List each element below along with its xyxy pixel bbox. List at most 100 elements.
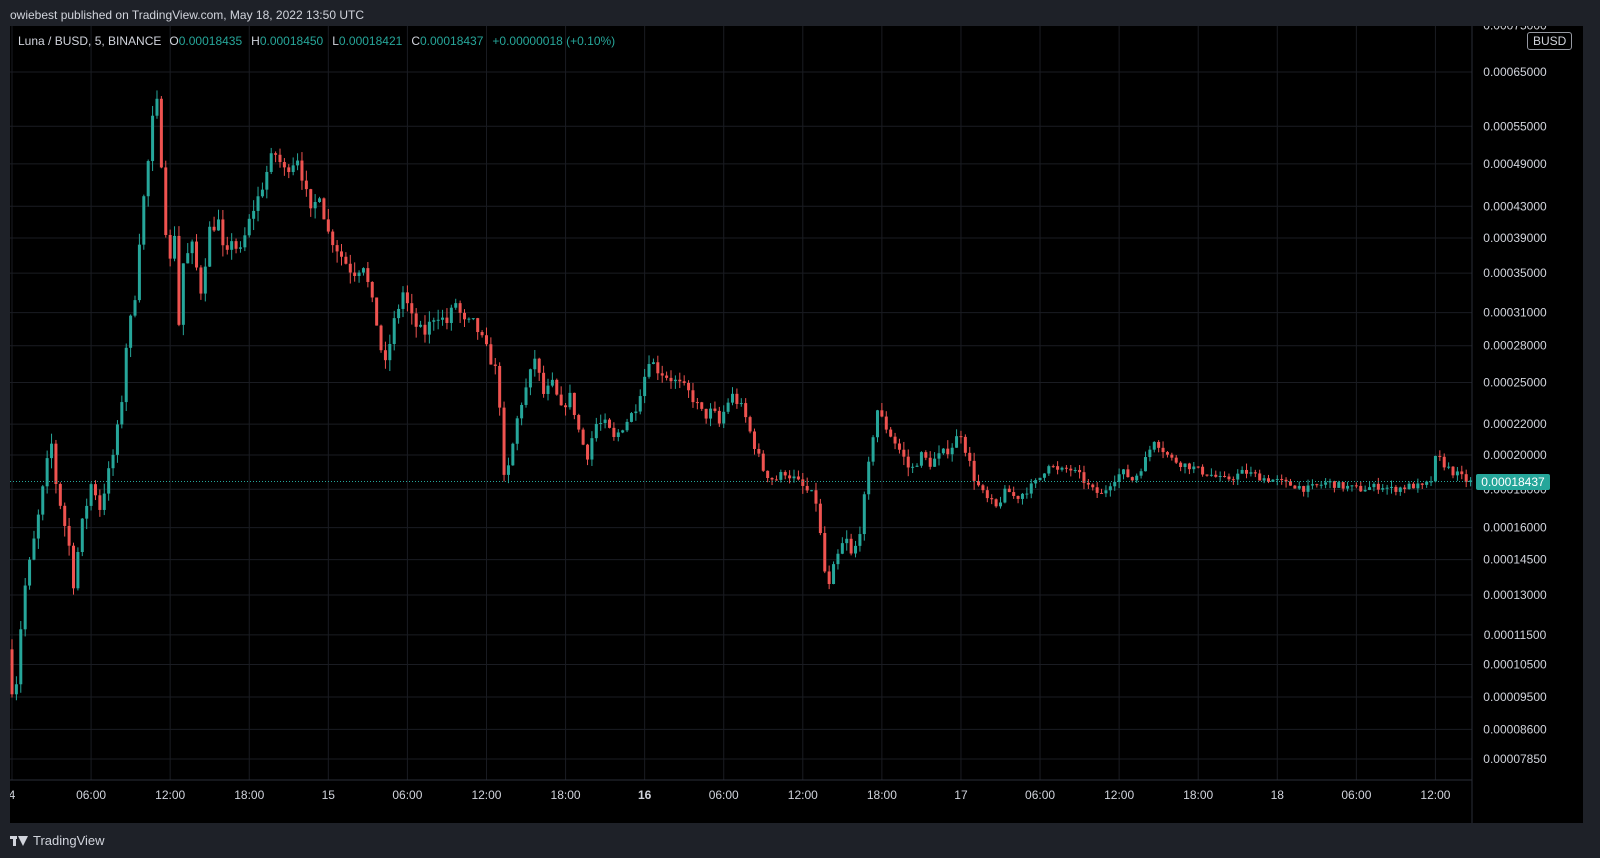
candle-body — [590, 438, 594, 460]
candle-body — [572, 392, 576, 416]
candle-body — [357, 272, 361, 276]
candle-body — [832, 564, 836, 585]
candle-body — [1433, 455, 1437, 482]
y-tick-label: 0.00014500 — [1483, 553, 1547, 567]
candle-body — [159, 98, 163, 168]
y-tick-label: 0.00049000 — [1483, 157, 1547, 171]
candle-body — [383, 350, 387, 361]
candle-body — [243, 235, 247, 248]
candle-body — [405, 292, 409, 304]
chart-frame[interactable]: 0.00075000 0.00065000 0.00055000 0.00049000… — [10, 26, 1583, 823]
candle-body — [1262, 478, 1266, 481]
candle-body — [120, 402, 124, 425]
candle-body — [761, 453, 765, 471]
candle-body — [89, 484, 93, 506]
candle-body — [498, 365, 502, 408]
candle-body — [1245, 469, 1249, 474]
candle-body — [76, 552, 80, 589]
candle-body — [959, 436, 963, 438]
close-value: 0.00018437 — [419, 34, 484, 48]
candle-body — [1271, 479, 1275, 482]
candle-body — [375, 297, 379, 326]
candle-body — [427, 321, 431, 335]
candle-body — [968, 452, 972, 461]
currency-button[interactable]: BUSD — [1527, 32, 1573, 50]
candle-body — [985, 490, 989, 499]
candle-body — [41, 486, 45, 515]
candle-body — [173, 235, 177, 259]
candle-body — [186, 253, 190, 264]
candle-body — [1161, 447, 1165, 453]
candle-body — [1451, 466, 1455, 476]
candle-body — [340, 251, 343, 257]
price-chart[interactable]: 0.00075000 0.00065000 0.00055000 0.00049000… — [10, 26, 1583, 823]
x-tick-label: 17 — [954, 788, 968, 802]
candle-body — [520, 404, 524, 419]
candle-body — [1078, 469, 1082, 473]
candle-body — [726, 402, 730, 412]
candle-body — [54, 443, 58, 484]
candle-body — [796, 476, 800, 480]
candle-body — [1179, 462, 1183, 467]
candle-body — [230, 241, 234, 250]
candle-body — [304, 180, 308, 190]
candle-body — [1073, 469, 1077, 471]
candle-body — [203, 266, 207, 294]
candle-body — [594, 423, 598, 439]
candle-body — [177, 235, 181, 325]
candle-body — [542, 372, 546, 394]
candle-body — [133, 300, 137, 316]
candle-body — [744, 403, 748, 418]
candle-body — [256, 196, 260, 211]
x-tick-label: 15 — [322, 788, 336, 802]
candle-body — [638, 396, 642, 412]
candle-body — [581, 429, 585, 445]
candle-body — [67, 525, 71, 546]
candle-body — [392, 318, 396, 344]
y-tick-label: 0.00007850 — [1483, 752, 1547, 766]
candle-body — [858, 534, 862, 546]
candle-body — [72, 545, 76, 589]
candle-body — [1003, 488, 1007, 503]
candle-body — [414, 313, 418, 327]
candle-body — [296, 160, 300, 166]
candle-body — [647, 363, 651, 377]
candle-body — [348, 263, 352, 273]
candle-body — [164, 167, 168, 235]
candle-body — [709, 408, 713, 419]
change-value: +0.00000018 (+0.10%) — [492, 34, 616, 48]
candle-body — [366, 268, 370, 282]
candle-body — [36, 514, 40, 539]
candle-body — [151, 115, 155, 162]
candle-body — [1390, 486, 1394, 488]
x-tick-label: 06:00 — [709, 788, 739, 802]
candle-body — [1438, 455, 1442, 457]
candle-body — [436, 319, 440, 321]
footer-brand[interactable]: TradingView — [33, 833, 105, 848]
candle-body — [190, 241, 194, 254]
candle-body — [225, 245, 229, 250]
high-label: H — [251, 34, 260, 48]
candle-body — [682, 381, 686, 383]
candle-body — [379, 325, 383, 351]
candle-body — [884, 416, 888, 430]
candle-body — [335, 245, 339, 252]
y-tick-label: 0.00009500 — [1483, 690, 1547, 704]
candle-body — [678, 379, 682, 382]
candle-body — [506, 465, 510, 475]
candle-body — [656, 362, 660, 374]
candle-body — [1231, 479, 1235, 481]
candle-body — [1020, 493, 1024, 499]
candle-body — [990, 498, 994, 500]
candle-body — [353, 272, 357, 276]
candle-body — [752, 431, 756, 449]
x-tick-label: 18:00 — [1183, 788, 1213, 802]
low-value: 0.00018421 — [338, 34, 403, 48]
candle-body — [1381, 488, 1385, 490]
candle-body — [318, 198, 322, 203]
candle-body — [1258, 473, 1262, 481]
y-tick-label: 0.00016000 — [1483, 521, 1547, 535]
candle-body — [344, 256, 348, 264]
symbol-label[interactable]: Luna / BUSD, 5, BINANCE — [18, 34, 162, 48]
candle-body — [102, 493, 106, 510]
